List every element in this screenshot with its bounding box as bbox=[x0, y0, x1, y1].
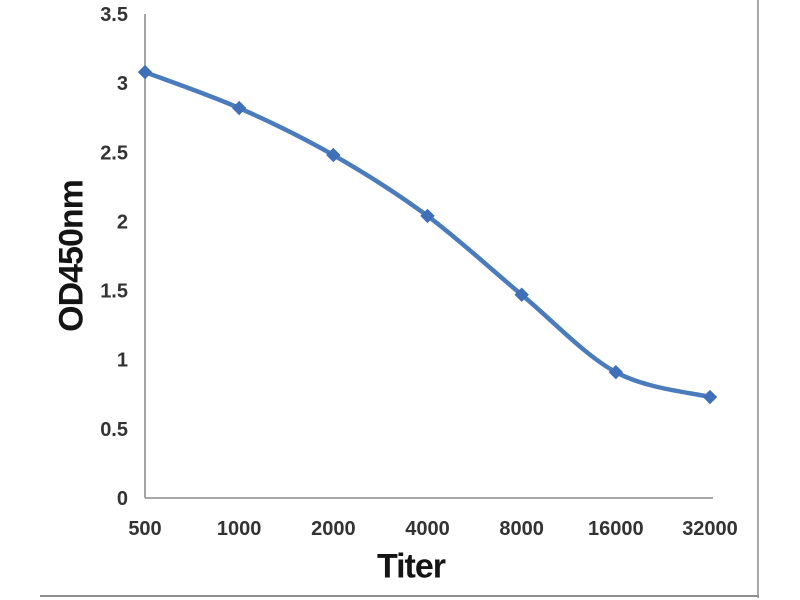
x-tick-label: 2000 bbox=[311, 518, 356, 540]
y-tick-label: 2 bbox=[117, 211, 128, 233]
x-tick-label: 500 bbox=[128, 518, 161, 540]
x-tick-label: 4000 bbox=[405, 518, 450, 540]
x-tick-label: 32000 bbox=[682, 518, 738, 540]
y-tick-label: 3.5 bbox=[100, 4, 128, 26]
image-border-bottom bbox=[40, 595, 759, 597]
x-tick-label: 8000 bbox=[499, 518, 544, 540]
y-tick-label: 2.5 bbox=[100, 142, 128, 164]
data-point-marker bbox=[420, 208, 435, 224]
x-axis-title: Titer bbox=[376, 547, 446, 586]
image-border-right bbox=[757, 0, 759, 598]
y-tick-label: 1.5 bbox=[100, 281, 128, 303]
x-tick-label: 16000 bbox=[588, 518, 644, 540]
y-tick-label: 0.5 bbox=[100, 419, 128, 441]
y-tick-label: 3 bbox=[117, 73, 128, 95]
y-tick-label: 1 bbox=[117, 350, 128, 372]
data-point-marker bbox=[231, 100, 247, 116]
series-line bbox=[142, 69, 713, 400]
data-point-marker bbox=[137, 64, 153, 80]
data-point-marker bbox=[326, 147, 341, 163]
x-tick-label: 1000 bbox=[217, 518, 262, 540]
data-point-marker bbox=[702, 389, 718, 405]
data-point-marker bbox=[608, 364, 624, 380]
y-tick-label: 0 bbox=[117, 488, 128, 510]
data-point-marker bbox=[514, 287, 529, 302]
y-axis-title: OD450nm bbox=[52, 180, 91, 332]
